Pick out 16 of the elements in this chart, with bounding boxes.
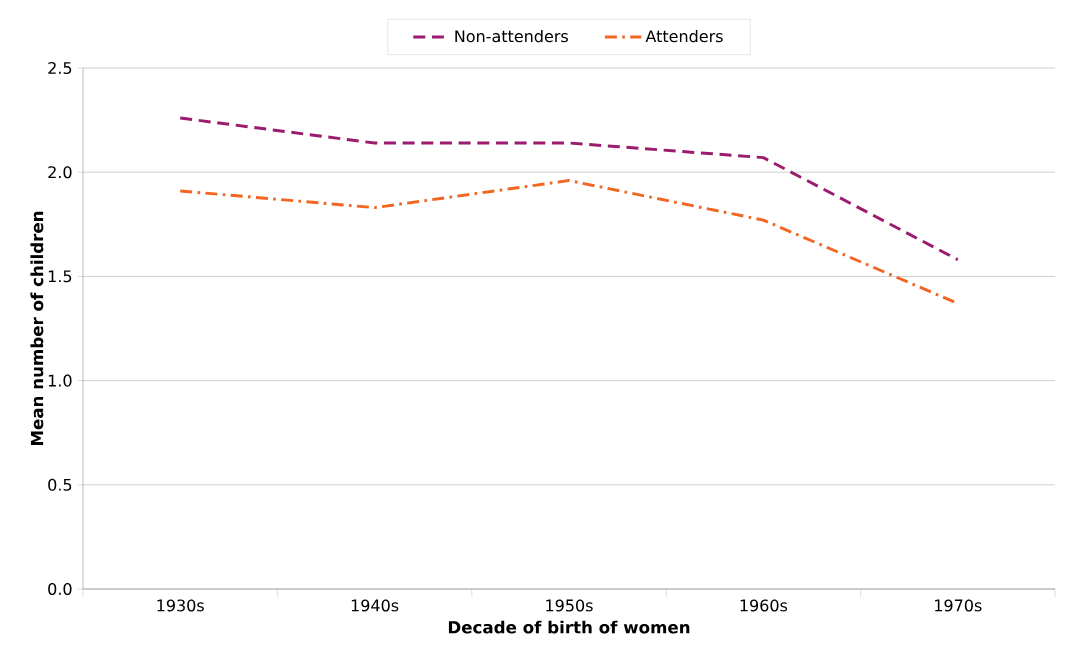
legend-label: Non-attenders — [455, 29, 568, 43]
y-tick-label: 0.0 — [48, 582, 72, 596]
y-tick-label: 2.0 — [48, 166, 72, 179]
y-tick-label: 2.5 — [48, 61, 72, 75]
y-tick-label: 0.5 — [48, 478, 72, 491]
x-tick-label: 1970s — [935, 599, 982, 612]
y-axis-title: Mean number of children — [30, 211, 44, 446]
line-series — [178, 116, 960, 262]
y-tick-label: 1.0 — [48, 374, 72, 387]
legend-label: Attenders — [645, 29, 723, 43]
x-tick-label: 1950s — [546, 599, 593, 612]
x-axis-title: Decade of birth of women — [448, 620, 690, 634]
x-tick-label: 1960s — [740, 599, 788, 612]
x-tick-label: 1930s — [157, 599, 204, 612]
x-tick-label: 1940s — [351, 599, 399, 612]
y-tick-label: 1.5 — [48, 270, 72, 283]
